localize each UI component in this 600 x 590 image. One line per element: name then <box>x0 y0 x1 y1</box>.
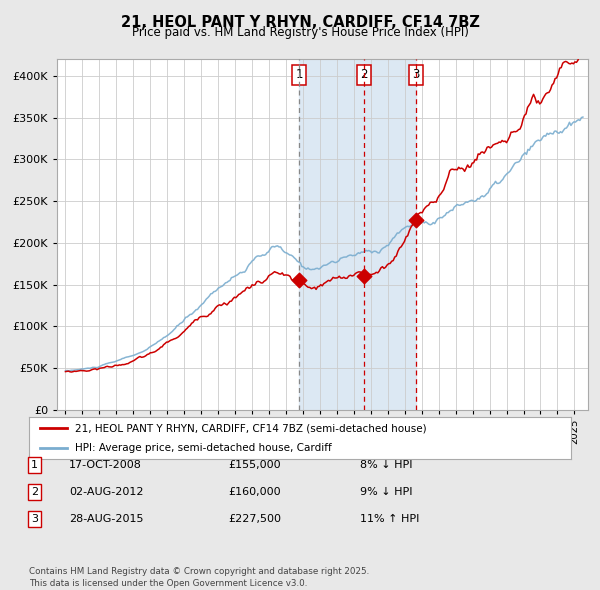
Text: 9% ↓ HPI: 9% ↓ HPI <box>360 487 413 497</box>
Text: 8% ↓ HPI: 8% ↓ HPI <box>360 460 413 470</box>
Text: £160,000: £160,000 <box>228 487 281 497</box>
Text: 1: 1 <box>31 460 38 470</box>
Text: 17-OCT-2008: 17-OCT-2008 <box>69 460 142 470</box>
Text: 28-AUG-2015: 28-AUG-2015 <box>69 514 143 524</box>
Text: HPI: Average price, semi-detached house, Cardiff: HPI: Average price, semi-detached house,… <box>75 444 332 453</box>
Text: 11% ↑ HPI: 11% ↑ HPI <box>360 514 419 524</box>
Point <box>295 276 304 285</box>
Text: Contains HM Land Registry data © Crown copyright and database right 2025.
This d: Contains HM Land Registry data © Crown c… <box>29 567 369 588</box>
Text: 1: 1 <box>296 68 303 81</box>
Point <box>411 215 421 225</box>
Text: 02-AUG-2012: 02-AUG-2012 <box>69 487 143 497</box>
Point <box>359 271 368 281</box>
Text: 21, HEOL PANT Y RHYN, CARDIFF, CF14 7BZ: 21, HEOL PANT Y RHYN, CARDIFF, CF14 7BZ <box>121 15 479 30</box>
Text: £155,000: £155,000 <box>228 460 281 470</box>
Text: 2: 2 <box>360 68 367 81</box>
Bar <box>299 59 416 410</box>
Text: 3: 3 <box>412 68 419 81</box>
Text: Price paid vs. HM Land Registry's House Price Index (HPI): Price paid vs. HM Land Registry's House … <box>131 26 469 39</box>
Text: 3: 3 <box>31 514 38 524</box>
Text: 21, HEOL PANT Y RHYN, CARDIFF, CF14 7BZ (semi-detached house): 21, HEOL PANT Y RHYN, CARDIFF, CF14 7BZ … <box>75 424 427 434</box>
Text: £227,500: £227,500 <box>228 514 281 524</box>
Text: 2: 2 <box>31 487 38 497</box>
